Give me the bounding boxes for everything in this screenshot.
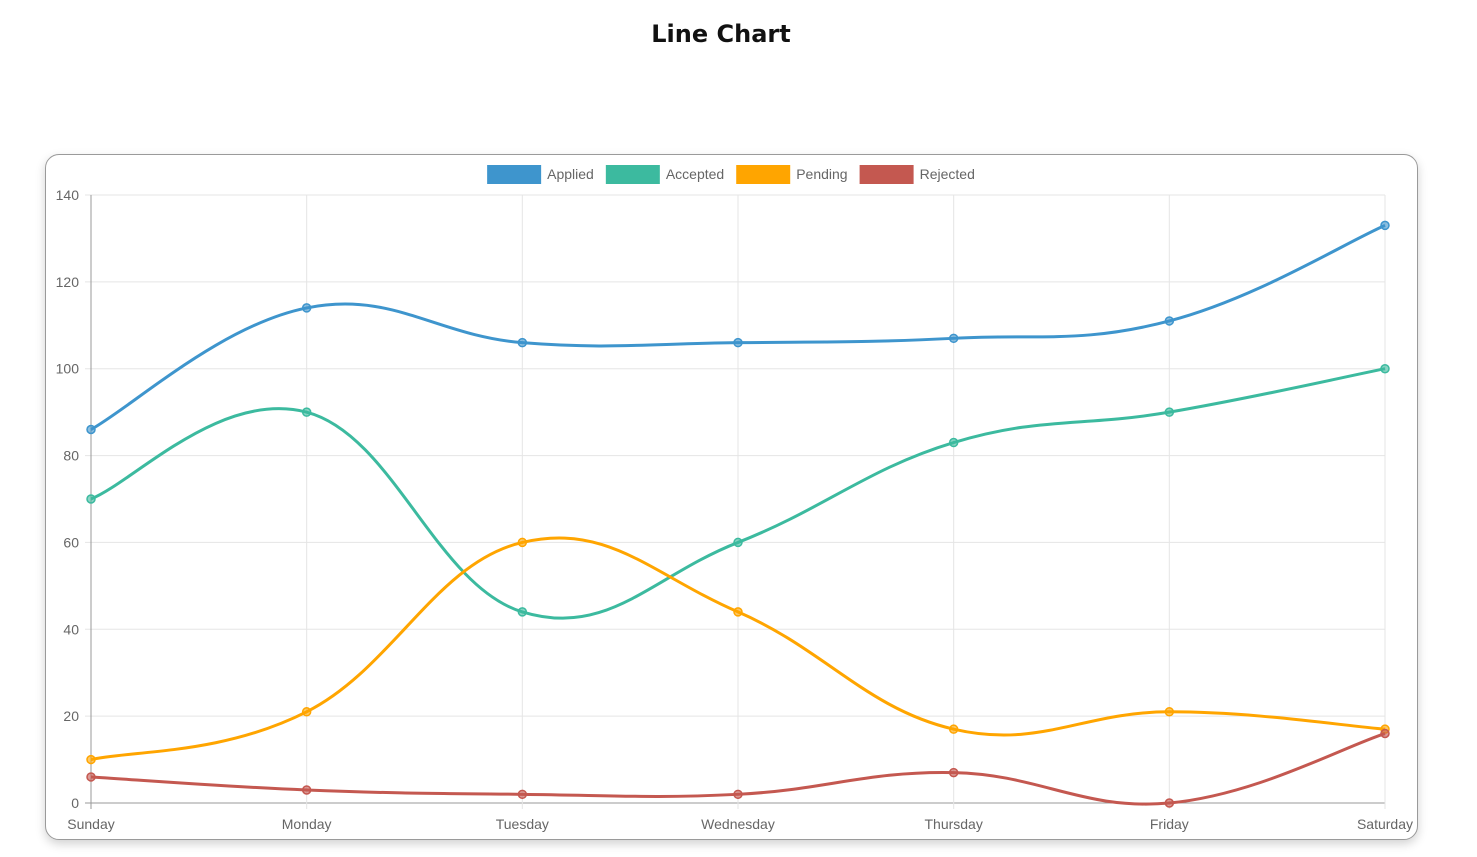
y-tick-label: 80 [63, 448, 79, 464]
data-point-applied[interactable] [1164, 316, 1175, 326]
series-pending [86, 536, 1390, 765]
chart-series [86, 220, 1390, 808]
data-point-rejected[interactable] [86, 772, 96, 782]
y-tick-label: 20 [63, 708, 79, 724]
legend-item-pending[interactable]: Pending [736, 165, 848, 184]
data-point-pending[interactable] [301, 707, 312, 717]
data-point-rejected[interactable] [1380, 728, 1390, 739]
data-point-applied[interactable] [948, 333, 959, 344]
data-point-applied[interactable] [1380, 220, 1390, 231]
data-point-accepted[interactable] [86, 494, 96, 504]
x-tick-label: Friday [1150, 816, 1189, 832]
chart-grid [85, 194, 1386, 809]
data-point-pending[interactable] [86, 754, 96, 765]
legend-swatch [736, 165, 791, 184]
y-tick-label: 60 [63, 534, 79, 550]
data-point-pending[interactable] [948, 724, 959, 734]
x-tick-label: Thursday [924, 816, 982, 832]
data-point-applied[interactable] [733, 337, 743, 348]
data-point-rejected[interactable] [301, 785, 312, 795]
y-tick-label: 120 [56, 274, 80, 290]
y-tick-label: 100 [56, 361, 80, 377]
data-point-rejected[interactable] [517, 789, 528, 800]
data-point-accepted[interactable] [301, 407, 312, 417]
series-accepted [86, 363, 1390, 620]
series-applied [86, 220, 1390, 435]
legend-swatch [859, 165, 914, 184]
data-point-applied[interactable] [517, 337, 528, 348]
data-point-pending[interactable] [517, 537, 528, 548]
data-point-rejected[interactable] [1164, 798, 1175, 808]
legend-label: Applied [547, 166, 594, 182]
legend-label: Pending [796, 166, 847, 182]
data-point-accepted[interactable] [733, 537, 743, 548]
legend-swatch [605, 165, 660, 184]
data-point-accepted[interactable] [948, 437, 959, 448]
y-tick-label: 40 [63, 621, 79, 637]
page-title: Line Chart [651, 20, 791, 48]
series-rejected [86, 728, 1390, 808]
x-tick-label: Saturday [1357, 816, 1413, 832]
chart-axes: 0 20 40 60 80 100 120 140 Sunday Monday Tuesday Wed… [56, 187, 1413, 832]
data-point-accepted[interactable] [517, 607, 528, 617]
data-point-pending[interactable] [1164, 707, 1175, 717]
data-point-rejected[interactable] [733, 789, 743, 800]
x-tick-label: Tuesday [496, 816, 549, 832]
data-point-accepted[interactable] [1164, 407, 1175, 417]
x-tick-label: Sunday [67, 816, 114, 832]
x-tick-label: Monday [282, 816, 332, 832]
data-point-rejected[interactable] [948, 767, 959, 778]
legend-label: Accepted [666, 166, 724, 182]
x-tick-label: Wednesday [701, 816, 775, 832]
legend-label: Rejected [920, 166, 975, 182]
data-point-pending[interactable] [733, 607, 743, 617]
data-point-applied[interactable] [301, 303, 312, 313]
legend-item-accepted[interactable]: Accepted [605, 165, 724, 184]
legend-swatch [487, 165, 542, 184]
data-point-applied[interactable] [86, 424, 96, 435]
chart-legend: Applied Accepted Pending Rejected [487, 165, 975, 184]
data-point-accepted[interactable] [1380, 363, 1390, 374]
y-tick-label: 0 [71, 795, 79, 811]
legend-item-rejected[interactable]: Rejected [859, 165, 975, 184]
y-tick-label: 140 [56, 187, 80, 203]
legend-item-applied[interactable]: Applied [487, 165, 594, 184]
